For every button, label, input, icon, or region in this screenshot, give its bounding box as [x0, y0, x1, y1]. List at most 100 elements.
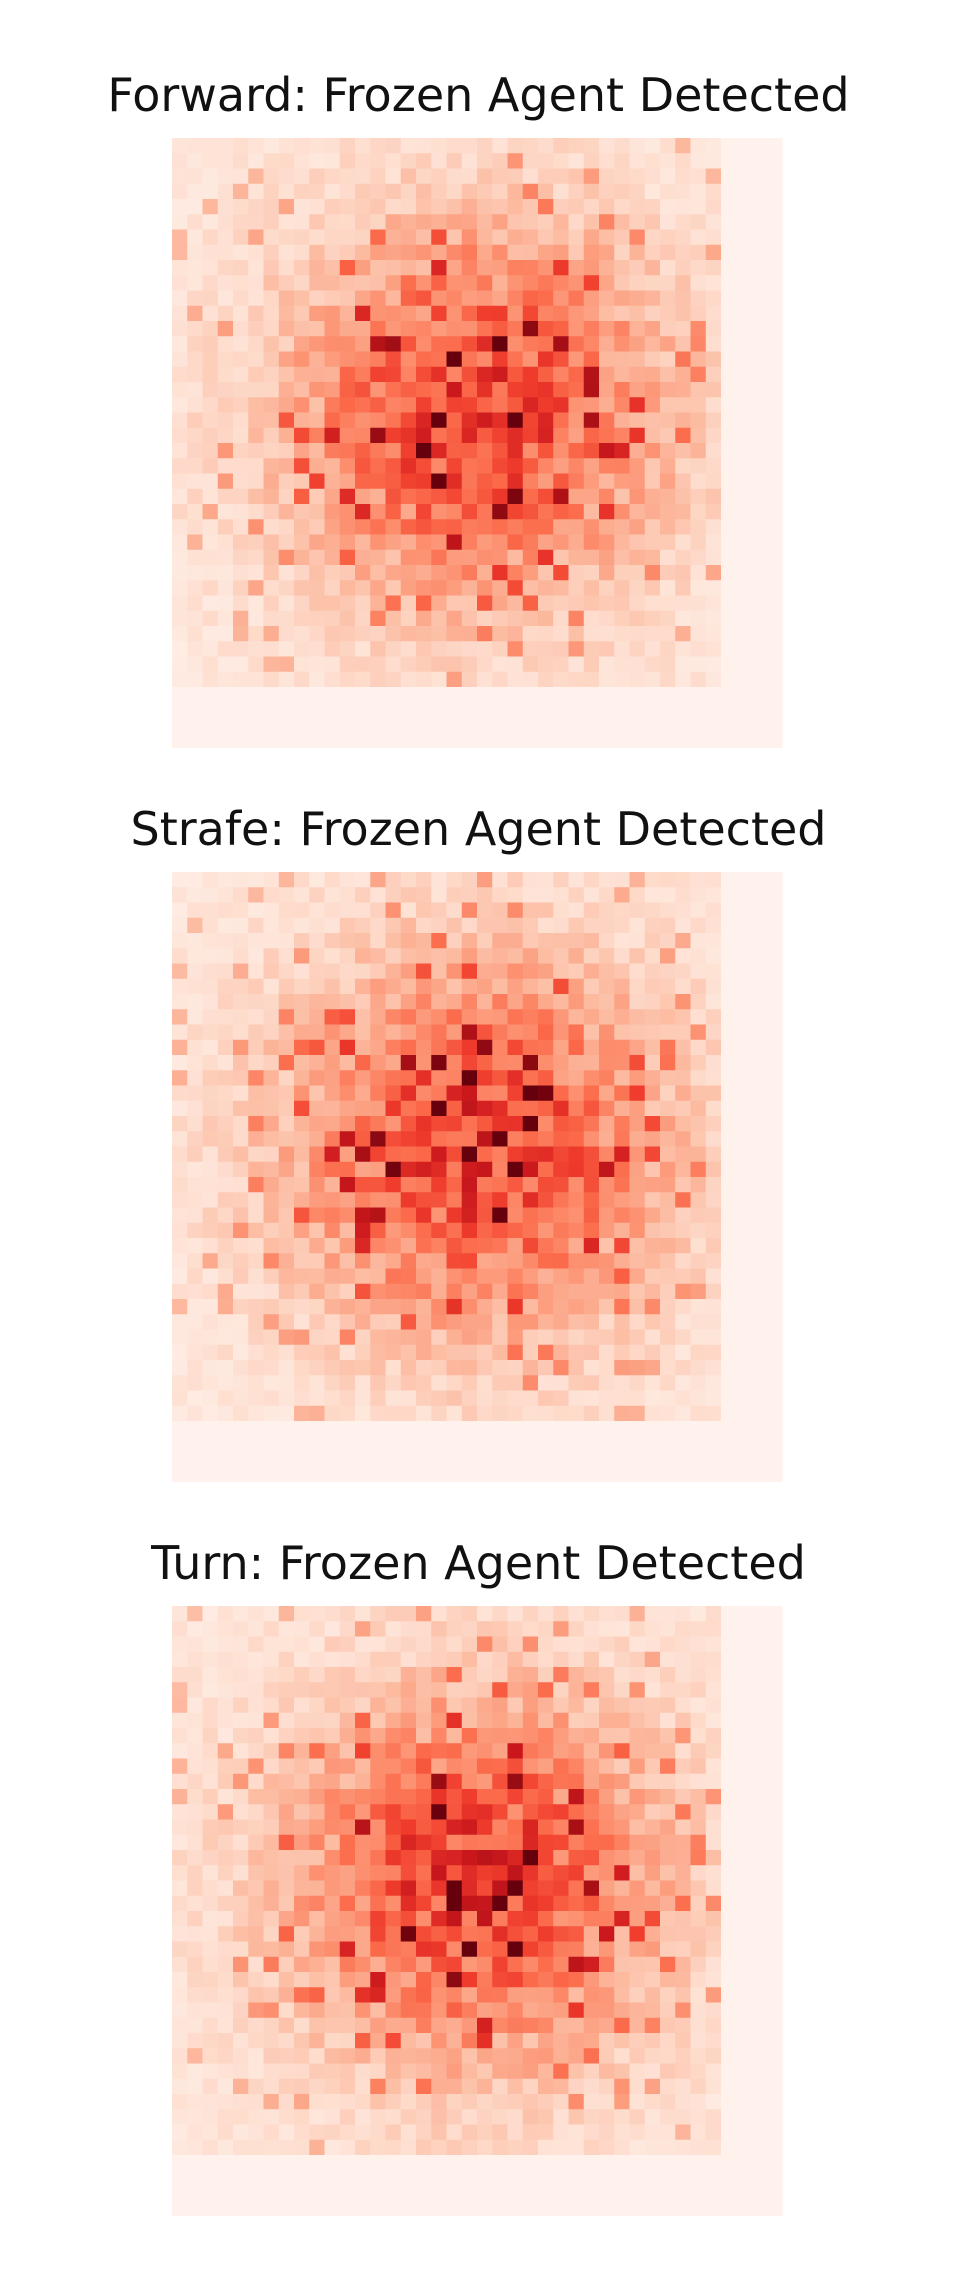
heatmap-cell [705, 1375, 722, 1392]
heatmap-cell [690, 1941, 707, 1958]
heatmap-cell [568, 260, 585, 276]
heatmap-cell [736, 2002, 753, 2019]
heatmap-cell [553, 1987, 570, 2004]
heatmap-cell [248, 1360, 265, 1376]
heatmap-cell [507, 2170, 524, 2187]
heatmap-cell [355, 1222, 371, 1239]
heatmap-cell [690, 1344, 707, 1361]
heatmap-cell [660, 1697, 676, 1714]
heatmap-cell [248, 458, 265, 475]
heatmap-cell [385, 2200, 402, 2216]
heatmap-cell [522, 397, 539, 414]
heatmap-cell [705, 1758, 722, 1775]
heatmap-cell [614, 1804, 631, 1821]
heatmap-cell [568, 534, 585, 551]
heatmap-cell [553, 1299, 570, 1315]
heatmap-cell [431, 1360, 448, 1376]
heatmap-cell [446, 1329, 463, 1346]
heatmap-cell [766, 397, 783, 414]
heatmap-cell [736, 2109, 753, 2126]
heatmap-cell [568, 1146, 585, 1163]
heatmap-cell [599, 138, 615, 154]
heatmap-cell [248, 948, 265, 965]
heatmap-cell [553, 2033, 570, 2049]
heatmap-cell [248, 2017, 265, 2034]
heatmap-cell [599, 1329, 615, 1346]
heatmap-cell [599, 382, 615, 398]
heatmap-cell [553, 366, 570, 383]
heatmap-cell [751, 2170, 768, 2187]
heatmap-cell [492, 917, 509, 934]
heatmap-cell [568, 1238, 585, 1254]
heatmap-cell [278, 519, 295, 536]
heatmap-cell [583, 504, 600, 520]
heatmap-cell [294, 1421, 310, 1437]
heatmap-cell [538, 933, 554, 949]
heatmap-cell [538, 2170, 554, 2187]
heatmap-cell [568, 1405, 585, 1422]
heatmap-cell [248, 2033, 265, 2049]
heatmap-cell [202, 1941, 219, 1958]
heatmap-cell [568, 702, 585, 719]
heatmap-cell [507, 565, 524, 581]
heatmap-cell [538, 260, 554, 276]
heatmap-cell [675, 397, 692, 414]
heatmap-cell [339, 1667, 356, 1683]
heatmap-cell [614, 1466, 631, 1482]
heatmap-cell [278, 1283, 295, 1300]
heatmap-cell [339, 473, 356, 490]
heatmap-cell [599, 2078, 615, 2095]
heatmap-cell [248, 1987, 265, 2004]
heatmap-cell [644, 732, 661, 748]
heatmap-cell [644, 626, 661, 642]
heatmap-cell [446, 168, 463, 185]
heatmap-cell [172, 2048, 188, 2065]
heatmap-cell [644, 1299, 661, 1315]
heatmap-cell [736, 1390, 753, 1407]
heatmap-cell [248, 382, 265, 398]
heatmap-cell [217, 1344, 234, 1361]
heatmap-cell [553, 1743, 570, 1760]
heatmap-cell [446, 1804, 463, 1821]
heatmap-cell [461, 2017, 478, 2034]
heatmap-cell [553, 214, 570, 231]
heatmap-cell [721, 2002, 737, 2019]
heatmap-cell [248, 168, 265, 185]
heatmap-cell [736, 153, 753, 170]
heatmap-cell [751, 2048, 768, 2065]
heatmap-cell [172, 351, 188, 368]
heatmap-cell [187, 1100, 204, 1117]
heatmap-cell [385, 305, 402, 322]
heatmap-cell [736, 702, 753, 719]
heatmap-cell [644, 1621, 661, 1638]
heatmap-cell [675, 1436, 692, 1453]
heatmap-cell [294, 260, 310, 276]
heatmap-cell [766, 626, 783, 642]
heatmap-cell [202, 2078, 219, 2095]
heatmap-cell [187, 1344, 204, 1361]
heatmap-cell [675, 1956, 692, 1973]
heatmap-cell [324, 2048, 341, 2065]
heatmap-cell [721, 1667, 737, 1683]
heatmap-cell [248, 994, 265, 1010]
heatmap-cell [583, 366, 600, 383]
heatmap-cell [187, 549, 204, 566]
heatmap-cell [538, 1344, 554, 1361]
heatmap-cell [233, 1606, 249, 1622]
heatmap-cell [263, 504, 280, 520]
heatmap-cell [705, 2063, 722, 2080]
heatmap-cell [278, 2033, 295, 2049]
heatmap-cell [538, 1405, 554, 1422]
heatmap-cell [355, 1880, 371, 1897]
heatmap-cell [614, 1850, 631, 1866]
heatmap-cell [278, 1466, 295, 1482]
heatmap-cell [599, 336, 615, 353]
heatmap-cell [492, 427, 509, 444]
heatmap-cell [172, 412, 188, 429]
heatmap-cell [553, 1773, 570, 1790]
heatmap-cell [583, 717, 600, 734]
heatmap-cell [644, 1268, 661, 1285]
heatmap-cell [385, 1070, 402, 1087]
heatmap-cell [705, 1636, 722, 1653]
heatmap-cell [690, 702, 707, 719]
